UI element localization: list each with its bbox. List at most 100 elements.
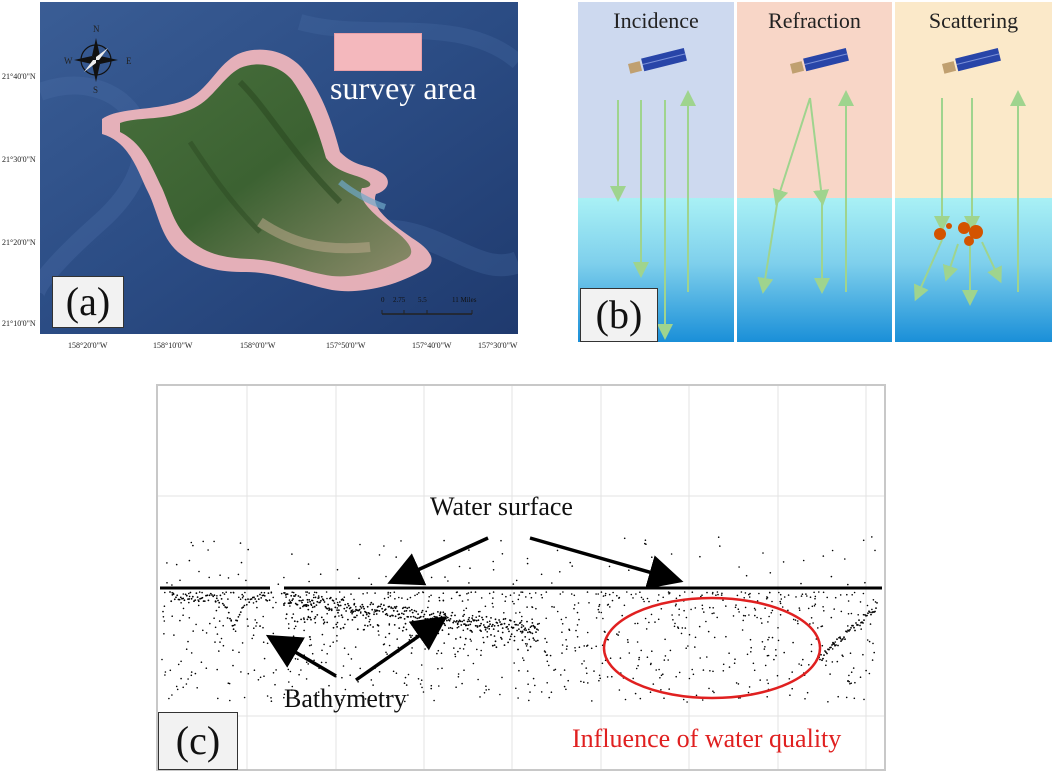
lidar-point [419,683,422,685]
lidar-point [467,624,470,626]
lidar-point [750,646,752,649]
lidar-point [317,691,320,693]
lidar-point [846,631,848,633]
lidar-point [492,628,495,630]
lidar-point [656,558,659,561]
column-incidence-sky [578,2,734,198]
lidar-point [525,645,528,647]
lidar-point [748,593,750,596]
lidar-point [820,653,822,656]
lidar-point [688,677,691,680]
lidar-point [377,630,380,632]
lidar-point [389,595,392,597]
lidar-point [338,591,341,593]
lidar-point [177,663,180,666]
lidar-point [554,668,557,671]
lidar-point [828,648,830,651]
lidar-point [314,616,317,618]
lidar-point [256,621,258,624]
lidar-point [725,635,727,638]
lidar-point [287,623,290,625]
lidar-point [341,676,343,679]
lidar-point [733,662,736,664]
lidar-point [442,599,445,602]
lidar-point [458,565,461,568]
lidar-point [251,637,253,640]
lidar-point [846,593,848,596]
lidar-point [463,669,465,671]
lidar-point [291,599,293,602]
lidar-point [366,625,369,627]
lidar-point [311,652,314,655]
lidar-point [560,674,562,676]
lidar-point [815,638,818,640]
lidar-point [407,616,410,618]
lidar-point [840,610,843,613]
lidar-point [188,595,191,598]
lidar-point [875,607,877,609]
lidar-point [515,623,518,626]
lidar-point [796,620,799,622]
lidar-point [376,606,379,608]
lidar-point [230,619,232,621]
scale-bar [381,310,473,315]
lidar-point [195,592,198,595]
lidar-point [291,553,293,555]
lidar-point [806,595,808,597]
lidar-point [810,650,813,653]
lidar-point [800,582,802,585]
lidar-point [402,613,405,615]
lidar-point [356,614,358,617]
lidar-point [285,613,288,616]
lidar-point [480,630,482,632]
lidar-point [351,612,353,615]
lidar-point [814,597,816,600]
lidar-point [434,631,437,633]
lidar-point [536,623,539,625]
lidar-point [561,623,564,625]
lidar-point [501,627,504,629]
lidar-point [595,593,597,595]
lidar-point [214,641,216,643]
lidar-point [403,682,406,684]
lidar-point [202,540,204,543]
lidar-point [517,624,519,626]
lidar-point [512,583,515,585]
lidar-point [350,611,352,613]
lidar-point [163,633,165,635]
lidar-point [734,658,736,660]
lidar-point [507,641,509,644]
lidar-point [660,674,663,677]
lidar-point [874,601,877,603]
lidar-point [454,655,457,658]
lidar-point [706,591,708,594]
lidar-point [485,615,488,618]
lidar-point [240,671,242,673]
lidar-point [500,636,502,639]
lidar-point [794,619,797,621]
lidar-point [283,696,285,699]
lidar-point [722,599,724,601]
lidar-point [640,596,643,599]
lidar-point [442,592,445,594]
lidar-point [347,602,349,605]
lidar-point [736,594,739,597]
lidar-point [742,614,745,617]
lidar-point [344,623,346,626]
lidar-point [532,637,535,640]
lidar-point [286,593,289,595]
lidar-point [436,652,438,655]
lidar-point [461,620,464,623]
lidar-point [836,638,838,641]
lidar-point [586,591,589,593]
lidar-point [783,651,785,654]
lidar-point [534,627,536,629]
lidar-point [253,669,256,671]
lidar-point [529,626,532,628]
lidar-point [353,598,355,601]
lidar-point [638,656,640,659]
lidar-point [725,605,727,607]
lidar-point [865,669,867,672]
lidar-point [293,595,296,597]
lidar-point [699,555,701,558]
